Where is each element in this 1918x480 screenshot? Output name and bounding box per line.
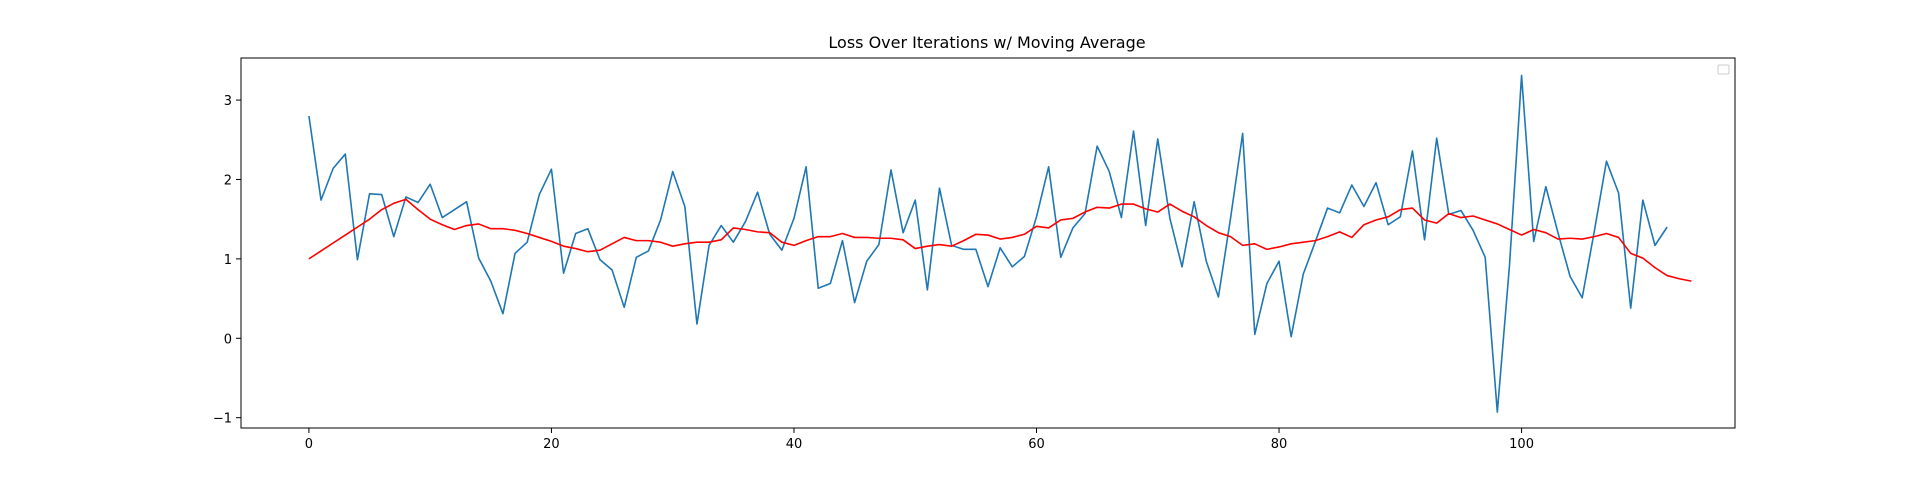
- x-tick-label: 60: [1028, 437, 1045, 452]
- moving-average-series-line: [308, 198, 1692, 282]
- x-tick-label: 80: [1271, 437, 1288, 452]
- y-tick-label: 3: [224, 94, 232, 109]
- y-tick-label: 1: [224, 253, 232, 268]
- y-axis: −1 0 1 2 3: [213, 94, 241, 427]
- empty-legend-box: [1717, 64, 1730, 75]
- y-tick-label: −1: [213, 412, 232, 427]
- plot-area-frame: [240, 57, 1736, 429]
- x-tick-label: 40: [786, 437, 803, 452]
- x-axis: 0 20 40 60 80 100: [305, 428, 1534, 452]
- loss-series-line: [308, 74, 1668, 413]
- y-tick-label: 0: [224, 332, 232, 347]
- series-layer: [308, 74, 1692, 413]
- x-tick-label: 100: [1509, 437, 1534, 452]
- chart-title: Loss Over Iterations w/ Moving Average: [828, 33, 1145, 52]
- y-tick-label: 2: [224, 173, 232, 188]
- x-tick-label: 0: [305, 437, 313, 452]
- x-tick-label: 20: [543, 437, 560, 452]
